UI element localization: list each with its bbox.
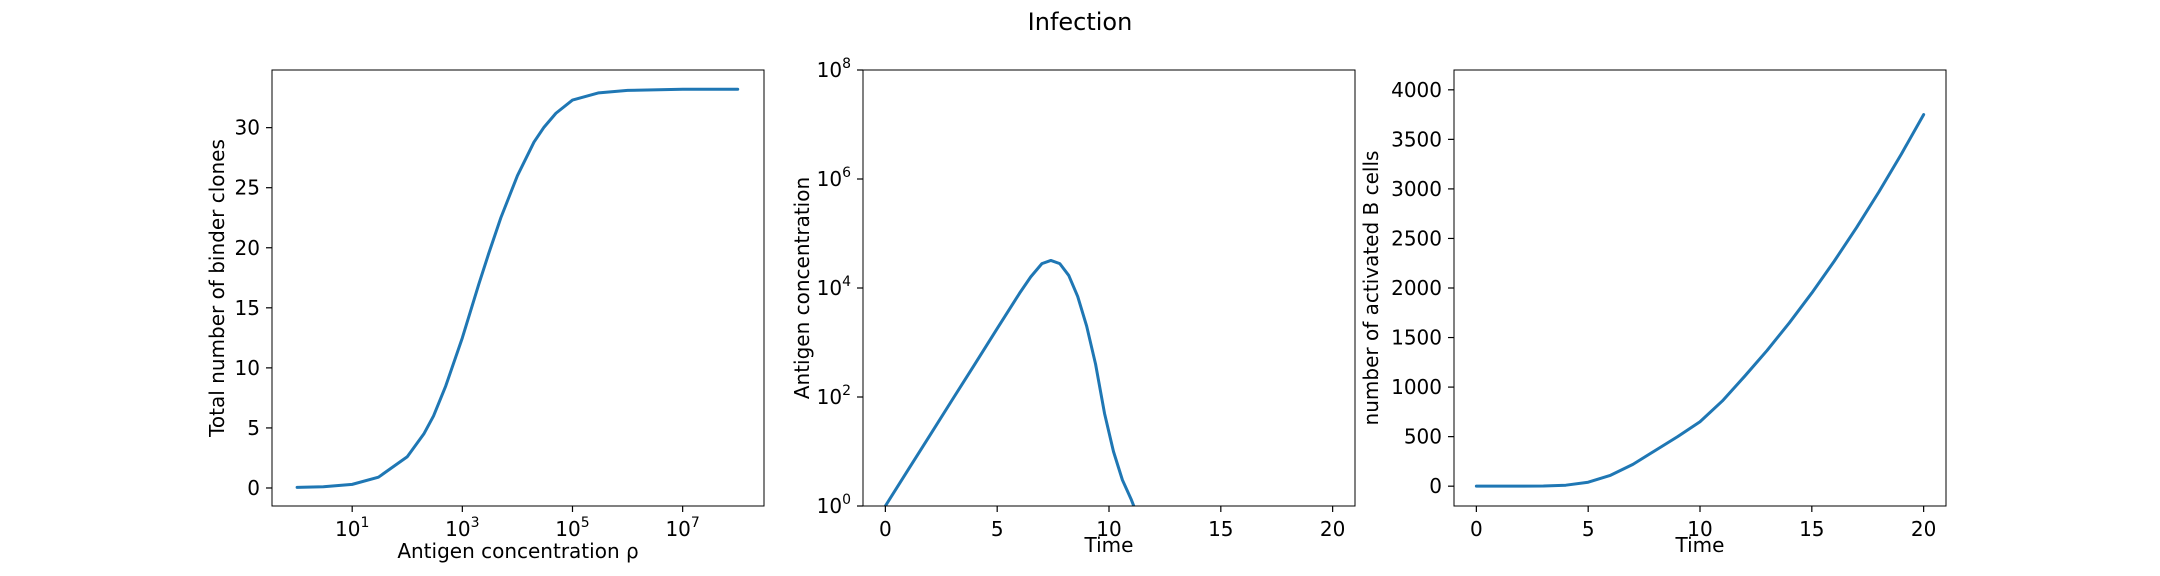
- y-tick-label: 102: [817, 383, 851, 409]
- x-tick-label: 10: [1096, 517, 1121, 541]
- y-tick-label: 104: [817, 274, 851, 300]
- series-line-1-1: [295, 87, 740, 489]
- x-tick-label: 15: [1208, 517, 1233, 541]
- y-tick-label: 0: [247, 476, 260, 500]
- axes-frame: [1453, 69, 1947, 507]
- y-tick-label: 2500: [1391, 226, 1442, 250]
- y-tick-label: 1000: [1391, 375, 1442, 399]
- y-tick-label: 100: [817, 492, 851, 518]
- y-tick-label: 106: [817, 165, 851, 191]
- y-tick-label: 15: [235, 296, 260, 320]
- y-axis-label: Antigen concentration: [790, 177, 814, 399]
- y-tick-label: 3000: [1391, 177, 1442, 201]
- y-tick-label: 1500: [1391, 326, 1442, 350]
- x-tick-label: 0: [1470, 517, 1483, 541]
- y-tick-label: 500: [1404, 425, 1442, 449]
- x-axis-label: Antigen concentration ρ: [397, 539, 638, 563]
- axes-frame: [271, 69, 765, 507]
- x-tick-label: 5: [1582, 517, 1595, 541]
- figure-title: Infection: [1028, 8, 1133, 36]
- y-tick-label: 5: [247, 416, 260, 440]
- y-axis-label: number of activated B cells: [1359, 151, 1383, 426]
- x-tick-label: 105: [555, 515, 589, 541]
- x-tick-label: 20: [1911, 517, 1936, 541]
- x-tick-label: 107: [665, 515, 699, 541]
- x-tick-label: 20: [1320, 517, 1345, 541]
- chart-panel-3: 0 5 10 15 20 0 500 1000 1500 2000 2500 3000 3500 4000…: [1359, 69, 1947, 557]
- x-axis-label: Time: [1084, 533, 1134, 557]
- x-axis-label: Time: [1675, 533, 1725, 557]
- y-tick-label: 0: [1429, 474, 1442, 498]
- x-tick-label: 5: [991, 517, 1004, 541]
- y-tick-label: 10: [235, 356, 260, 380]
- axes-frame: [862, 69, 1356, 507]
- y-tick-label: 20: [235, 236, 260, 260]
- y-tick-label: 4000: [1391, 78, 1442, 102]
- chart-panel-1: 101 103 105 107 0 5 10 15 20 25 30 Antigen concentr…: [205, 69, 765, 563]
- x-tick-label: 101: [335, 515, 369, 541]
- y-tick-label: 2000: [1391, 276, 1442, 300]
- x-tick-label: 15: [1799, 517, 1824, 541]
- series-line-3-1: [1474, 113, 1926, 488]
- y-tick-label: 108: [817, 56, 851, 82]
- series-line-2-1: [883, 258, 1136, 506]
- x-tick-label: 103: [445, 515, 479, 541]
- chart-panel-2: 0 5 10 15 20 100 102 104 106 108 Time Antigen conce…: [790, 56, 1356, 557]
- y-axis-label: Total number of binder clones: [205, 139, 229, 438]
- y-tick-label: 25: [235, 176, 260, 200]
- y-tick-label: 3500: [1391, 127, 1442, 151]
- y-tick-label: 30: [235, 116, 260, 140]
- x-tick-label: 0: [879, 517, 892, 541]
- x-tick-label: 10: [1687, 517, 1712, 541]
